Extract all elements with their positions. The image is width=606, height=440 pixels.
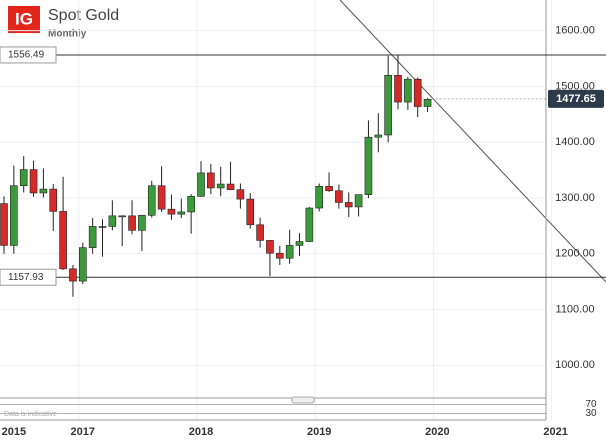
candle-body — [167, 208, 176, 215]
candle-body — [49, 188, 58, 212]
candle-body — [79, 247, 87, 282]
candle-body — [177, 211, 186, 215]
y-tick-label: 1500.00 — [555, 80, 595, 92]
candle-body — [10, 185, 18, 246]
x-tick-label: 2021 — [543, 426, 567, 438]
logo: IG — [15, 9, 33, 28]
candle-body — [207, 172, 215, 189]
y-tick-label: 1000.00 — [555, 359, 595, 371]
pane-handle[interactable] — [291, 396, 315, 404]
candle-body — [147, 185, 156, 216]
candle-body — [157, 185, 166, 210]
candle-body — [275, 252, 284, 259]
trend-line — [339, 0, 606, 283]
candle-body — [0, 203, 8, 246]
candle-body — [19, 169, 28, 187]
indicator-tick-label: 70 — [585, 399, 597, 410]
candle-body — [325, 185, 333, 192]
candle-body — [216, 183, 225, 189]
candle-body — [394, 74, 402, 103]
last-price-box — [548, 89, 604, 108]
candle-body — [364, 136, 373, 195]
level-label: 1556.49 — [8, 50, 45, 61]
candle-body — [354, 194, 363, 208]
x-tick-label: 2018 — [189, 426, 213, 438]
candle-body — [256, 224, 264, 241]
logo-box — [8, 6, 40, 33]
chart-title: Spot Gold — [48, 7, 119, 24]
candle-body — [315, 185, 324, 209]
candle-body — [344, 202, 353, 208]
last-price-label: 1477.65 — [556, 93, 596, 105]
candle-body — [384, 74, 392, 136]
candle-body — [118, 215, 126, 218]
y-tick-label: 1400.00 — [555, 136, 595, 148]
candle-body — [197, 172, 205, 197]
candle-body — [187, 196, 195, 213]
level-label-box — [0, 268, 57, 286]
x-tick-label: 2015 — [2, 426, 26, 438]
candle-body — [128, 215, 136, 231]
candle-body — [138, 214, 146, 231]
candle-body — [59, 211, 67, 270]
y-tick-label: 1100.00 — [556, 303, 595, 315]
indicator-note: Data is indicative — [4, 411, 57, 418]
x-tick-label: 2019 — [307, 426, 331, 438]
candle-body — [236, 189, 245, 200]
candle-body — [374, 134, 383, 138]
indicator-tick-label: 30 — [585, 408, 597, 419]
y-tick-label: 1200.00 — [555, 248, 595, 260]
candle-body — [69, 268, 77, 282]
x-tick-label: 2017 — [71, 426, 95, 438]
candle-body — [226, 183, 235, 190]
candle-body — [285, 245, 294, 259]
candle-body — [108, 215, 117, 227]
candle-body — [295, 241, 304, 246]
candle-body — [305, 207, 314, 242]
y-tick-label: 1600.00 — [555, 25, 595, 37]
chart-subtitle: Monthly — [48, 29, 87, 40]
candle-body — [39, 188, 48, 194]
candle-body — [335, 190, 343, 203]
candle-body — [29, 169, 38, 194]
candle-body — [88, 226, 97, 248]
candle-body — [246, 198, 255, 226]
level-label-box — [0, 46, 57, 64]
x-tick-label: 2020 — [425, 426, 449, 438]
candle-body — [413, 78, 422, 107]
candle-body — [404, 78, 412, 103]
candle-body — [423, 98, 432, 107]
level-label: 1157.93 — [8, 272, 44, 283]
y-tick-label: 1300.00 — [555, 192, 595, 204]
candle-body — [98, 226, 107, 228]
candle-body — [266, 240, 274, 254]
